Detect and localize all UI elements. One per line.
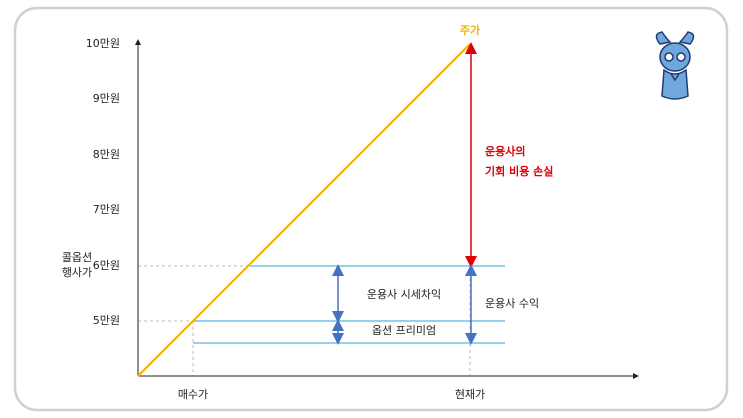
- x-label: 현재가: [455, 388, 485, 401]
- y-label: 9만원: [93, 92, 120, 105]
- frame: [13, 6, 729, 412]
- loss-label: 운용사의: [485, 144, 525, 158]
- price-line: [137, 43, 471, 377]
- level-lines: [193, 265, 505, 344]
- y-label: 6만원: [93, 259, 120, 272]
- y-label: 7만원: [93, 203, 120, 216]
- y-label: 8만원: [93, 148, 120, 161]
- y-label: 10만원: [86, 37, 120, 50]
- y-title: 행사가: [62, 266, 92, 279]
- y-title: 콜옵션: [62, 251, 92, 264]
- mascot-icon: [655, 31, 695, 100]
- loss-label: 기회 비용 손실: [485, 164, 553, 178]
- price-label: 주가: [460, 23, 480, 37]
- premium-label: 옵션 프리미엄: [372, 324, 436, 337]
- profit-label: 운용사 수익: [485, 297, 539, 310]
- y-label: 5만원: [93, 314, 120, 327]
- x-label: 매수가: [178, 388, 208, 401]
- gain-label: 운용사 시세차익: [367, 288, 441, 301]
